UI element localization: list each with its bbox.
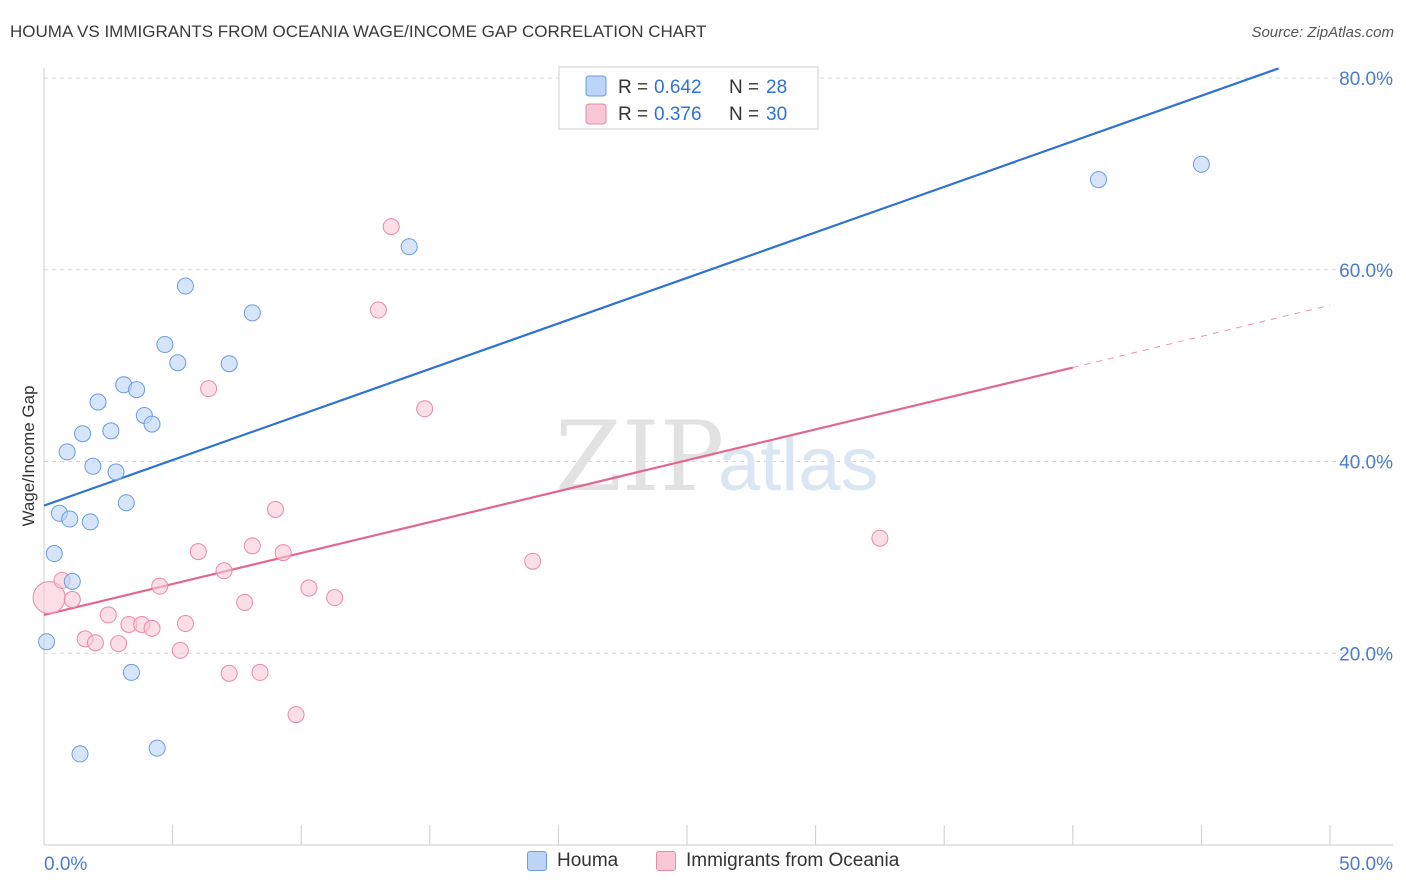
y-tick-label: 60.0%	[1339, 261, 1393, 282]
trend-lines	[43, 67, 1331, 616]
point-houma	[148, 739, 166, 757]
point-houma	[102, 422, 120, 440]
y-axis-label: Wage/Income Gap	[19, 385, 38, 526]
point-oceania	[189, 543, 207, 561]
data-points	[32, 155, 1210, 763]
point-houma	[176, 277, 194, 295]
point-oceania	[287, 706, 305, 724]
legend-r-value-oceania: 0.376	[654, 104, 702, 125]
point-houma	[169, 354, 187, 372]
point-houma	[89, 393, 107, 411]
point-houma	[122, 663, 140, 681]
point-oceania	[524, 552, 542, 570]
legend-swatch-houma	[585, 75, 607, 97]
point-oceania	[300, 579, 318, 597]
point-houma	[71, 745, 89, 763]
point-oceania	[143, 619, 161, 637]
legend-label-oceania: Immigrants from Oceania	[686, 850, 900, 871]
point-oceania	[236, 593, 254, 611]
point-houma	[38, 633, 56, 651]
point-houma	[107, 463, 125, 481]
watermark-atlas: atlas	[718, 422, 879, 507]
point-houma	[81, 513, 99, 531]
axes	[43, 68, 1393, 846]
series-legend: Houma Immigrants from Oceania	[0, 850, 1406, 880]
legend-n-label-oceania: N =	[729, 104, 759, 125]
chart-source: Source: ZipAtlas.com	[1251, 24, 1394, 41]
legend-n-value-oceania: 30	[766, 104, 787, 125]
point-oceania	[63, 591, 81, 609]
point-oceania	[274, 544, 292, 562]
point-oceania	[382, 218, 400, 236]
trend-line-oceania-extension	[1072, 304, 1331, 369]
point-oceania	[326, 589, 344, 607]
legend-n-label-houma: N =	[729, 77, 759, 98]
y-tick-label: 20.0%	[1339, 644, 1393, 665]
trend-line-oceania	[43, 366, 1074, 616]
legend-label-houma: Houma	[557, 850, 619, 871]
point-oceania	[220, 664, 238, 682]
point-oceania	[99, 606, 117, 624]
legend-swatch-oceania	[585, 103, 607, 125]
point-houma	[1090, 171, 1108, 189]
legend-r-value-houma: 0.642	[654, 77, 702, 98]
point-oceania	[151, 577, 169, 595]
legend-item-houma: Houma	[527, 850, 618, 872]
point-houma	[400, 238, 418, 256]
point-houma	[128, 381, 146, 399]
y-tick-label: 80.0%	[1339, 69, 1393, 90]
point-oceania	[266, 500, 284, 518]
point-oceania	[251, 663, 269, 681]
point-oceania	[243, 537, 261, 555]
point-houma	[74, 425, 92, 443]
point-oceania	[215, 562, 233, 580]
x-tick-label: 50.0%	[1339, 854, 1393, 875]
point-oceania	[416, 400, 434, 418]
point-oceania	[171, 641, 189, 659]
point-houma	[63, 572, 81, 590]
y-tick-label: 40.0%	[1339, 453, 1393, 474]
point-oceania	[369, 301, 387, 319]
point-oceania	[176, 615, 194, 633]
point-houma	[84, 457, 102, 475]
point-houma	[220, 355, 238, 373]
legend-stats: R = 0.642 N = 28 R = 0.376 N = 30	[558, 66, 819, 130]
point-houma	[58, 443, 76, 461]
watermark: ZIP atlas	[555, 401, 879, 513]
point-houma	[143, 415, 161, 433]
trend-line-houma	[43, 67, 1279, 507]
point-oceania	[871, 529, 889, 547]
legend-swatch-houma-bottom	[527, 851, 547, 871]
legend-swatch-oceania-bottom	[656, 851, 676, 871]
tick-labels: 20.0% 40.0% 60.0% 80.0% 0.0% 50.0%	[44, 69, 1393, 875]
watermark-zip: ZIP	[555, 401, 724, 513]
point-oceania	[110, 635, 128, 653]
point-oceania	[200, 380, 218, 398]
legend-r-label-houma: R =	[618, 77, 648, 98]
x-tick-label: 0.0%	[44, 854, 87, 875]
point-houma	[117, 494, 135, 512]
point-houma	[1192, 155, 1210, 173]
legend-n-value-houma: 28	[766, 77, 787, 98]
point-houma	[243, 304, 261, 322]
point-houma	[156, 336, 174, 354]
legend-item-oceania: Immigrants from Oceania	[656, 850, 899, 872]
point-oceania	[86, 634, 104, 652]
point-houma	[45, 545, 63, 563]
legend-r-label-oceania: R =	[618, 104, 648, 125]
chart-title: HOUMA VS IMMIGRANTS FROM OCEANIA WAGE/IN…	[10, 22, 707, 41]
point-houma	[61, 510, 79, 528]
